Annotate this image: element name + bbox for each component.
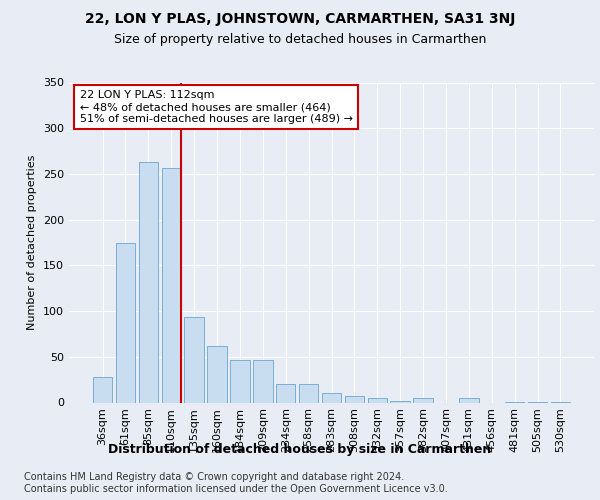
Bar	[322, 394, 341, 402]
Text: 22, LON Y PLAS, JOHNSTOWN, CARMARTHEN, SA31 3NJ: 22, LON Y PLAS, JOHNSTOWN, CARMARTHEN, S…	[85, 12, 515, 26]
Bar	[116, 242, 135, 402]
Bar	[276, 384, 295, 402]
Text: Size of property relative to detached houses in Carmarthen: Size of property relative to detached ho…	[114, 32, 486, 46]
Bar	[413, 398, 433, 402]
Bar	[253, 360, 272, 403]
Bar	[344, 396, 364, 402]
Bar	[299, 384, 319, 402]
Bar	[161, 168, 181, 402]
Text: Contains public sector information licensed under the Open Government Licence v3: Contains public sector information licen…	[24, 484, 448, 494]
Bar	[139, 162, 158, 402]
Bar	[230, 360, 250, 403]
Text: Contains HM Land Registry data © Crown copyright and database right 2024.: Contains HM Land Registry data © Crown c…	[24, 472, 404, 482]
Bar	[368, 398, 387, 402]
Bar	[208, 346, 227, 403]
Bar	[93, 377, 112, 402]
Bar	[391, 400, 410, 402]
Text: Distribution of detached houses by size in Carmarthen: Distribution of detached houses by size …	[109, 442, 491, 456]
Bar	[459, 398, 479, 402]
Y-axis label: Number of detached properties: Number of detached properties	[28, 155, 37, 330]
Text: 22 LON Y PLAS: 112sqm
← 48% of detached houses are smaller (464)
51% of semi-det: 22 LON Y PLAS: 112sqm ← 48% of detached …	[79, 90, 353, 124]
Bar	[184, 318, 204, 402]
